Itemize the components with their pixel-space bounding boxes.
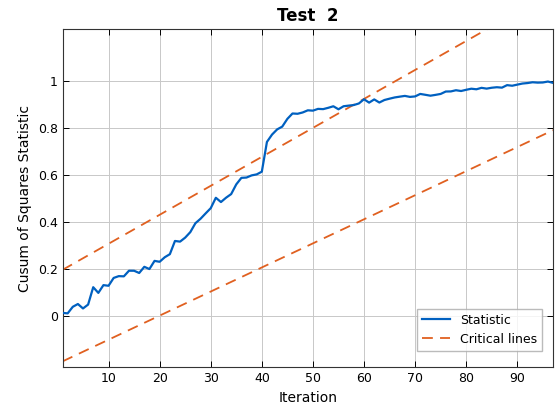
Statistic — [346, 103, 352, 108]
Statistic — [442, 89, 449, 94]
X-axis label: Iteration: Iteration — [278, 391, 337, 404]
Legend: Statistic, Critical lines: Statistic, Critical lines — [417, 309, 542, 351]
Statistic — [544, 79, 551, 84]
Statistic — [64, 311, 71, 316]
Statistic — [310, 108, 316, 113]
Statistic — [192, 221, 199, 226]
Y-axis label: Cusum of Squares Statistic: Cusum of Squares Statistic — [18, 105, 32, 292]
Statistic — [80, 306, 86, 311]
Statistic — [100, 283, 107, 288]
Line: Statistic: Statistic — [63, 81, 553, 313]
Statistic — [550, 80, 557, 85]
Title: Test  2: Test 2 — [277, 7, 339, 25]
Statistic — [59, 310, 66, 315]
